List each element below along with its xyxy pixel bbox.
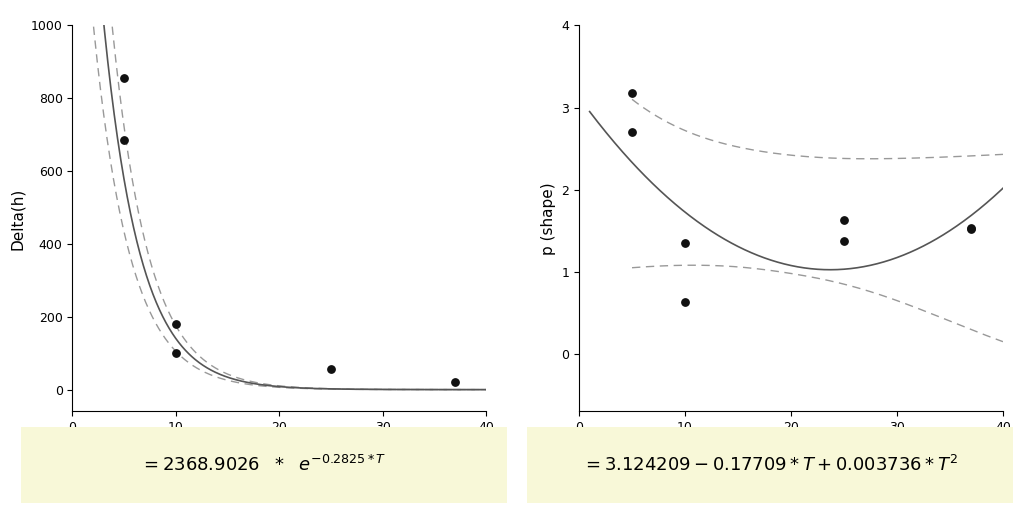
Text: $=3.124209-0.17709*T+0.003736*T^{2}$: $=3.124209-0.17709*T+0.003736*T^{2}$ [582,455,959,475]
Point [323,364,339,372]
Point [677,298,694,306]
Y-axis label: Delta(h): Delta(h) [10,187,25,249]
X-axis label: Temperature(°℃): Temperature(°℃) [204,440,355,455]
Point [168,349,184,357]
Point [835,216,852,224]
Point [116,74,132,82]
Point [677,239,694,247]
Point [624,89,640,97]
Point [624,128,640,136]
X-axis label: Temperature (℃): Temperature (℃) [718,440,864,455]
Point [963,225,979,233]
Point [447,377,463,386]
Point [168,320,184,328]
Point [963,224,979,232]
Y-axis label: p (shape): p (shape) [541,182,555,255]
Point [116,136,132,144]
Point [835,237,852,245]
Text: $=2368.9026\ \ *\ \ e^{-0.2825*T}$: $=2368.9026\ \ *\ \ e^{-0.2825*T}$ [141,455,387,475]
